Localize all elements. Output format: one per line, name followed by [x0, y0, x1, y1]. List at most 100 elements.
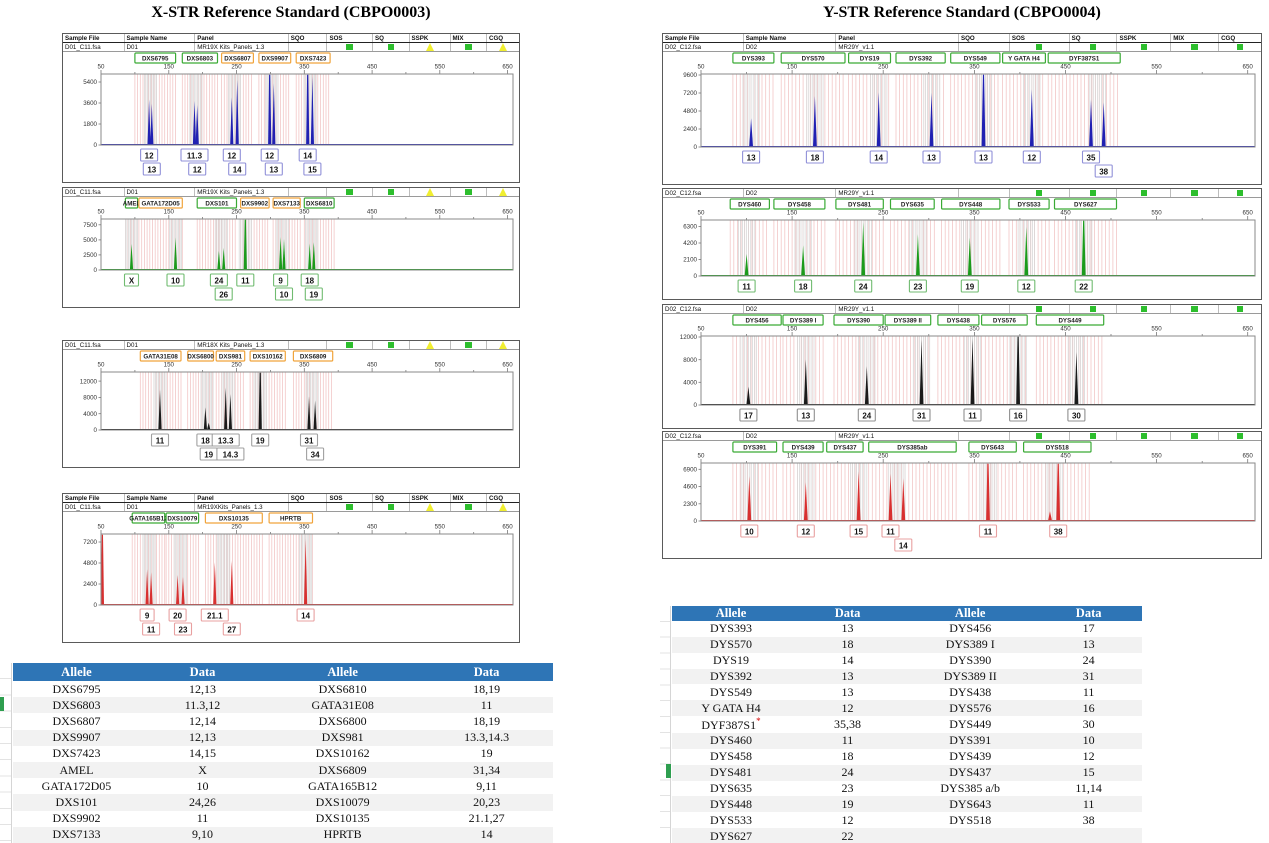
peaks	[129, 219, 316, 270]
allele-calls: 11 18 24 23 19 12 22	[737, 279, 1093, 293]
sample-cell: MR18X Kits_Panels_1.3	[195, 341, 289, 349]
chart-area: GATA165B12 DXS10079 DXS10135 HPRTB 50 150 250 3…	[63, 512, 519, 646]
marker-label	[1002, 52, 1047, 64]
svg-text:150: 150	[787, 210, 798, 217]
header-cell: SOS	[1010, 34, 1070, 42]
value-cell: 19	[789, 796, 906, 813]
status-green-square-icon	[1191, 189, 1198, 197]
chart-area: GATA31E08 DXS6800 DXS981 DXS10162 DXS6809 50 1…	[63, 350, 519, 471]
svg-text:650: 650	[502, 209, 513, 216]
quality-flag-cell	[410, 503, 451, 511]
svg-text:650: 650	[1243, 326, 1254, 333]
quality-flag-cell	[327, 43, 374, 51]
quality-flag-cell	[1171, 43, 1220, 51]
bin-lines	[139, 372, 332, 430]
svg-text:450: 450	[367, 64, 378, 71]
svg-text:6900: 6900	[683, 466, 697, 473]
svg-text:0: 0	[694, 273, 698, 280]
table-row: DXS9902 11 DXS10135 21.1,27	[13, 811, 553, 827]
plot-frame	[700, 462, 1256, 522]
svg-text:50: 50	[698, 453, 705, 460]
allele-label	[298, 148, 317, 162]
sample-cell: D01	[125, 341, 196, 349]
allele-label	[908, 279, 927, 293]
sample-row: D01_C11.fsa D01 MR19X Kits_Panels_1.3	[63, 188, 519, 197]
status-green-square-icon	[387, 341, 395, 349]
value-cell: 12	[841, 812, 854, 827]
y-axis: 12000 8000 4000 0	[680, 334, 701, 409]
allele-cell: DYS481	[672, 764, 790, 781]
svg-text:19: 19	[309, 290, 318, 299]
marker-label	[124, 197, 139, 209]
svg-text:150: 150	[787, 64, 798, 71]
svg-text:11: 11	[742, 282, 751, 291]
status-green-square-icon	[1089, 189, 1097, 197]
y-axis: 6300 4200 2100 0	[683, 224, 701, 280]
y-axis: 12000 8000 4000 0	[80, 378, 101, 434]
svg-text:DYS389 II: DYS389 II	[894, 317, 922, 324]
svg-text:4800: 4800	[83, 560, 97, 567]
value-cell: 17	[1082, 621, 1095, 636]
svg-text:150: 150	[164, 362, 175, 369]
header-cell: SSPK	[410, 34, 451, 42]
svg-text:150: 150	[164, 524, 175, 531]
quality-flag-cell	[451, 503, 487, 511]
svg-text:6300: 6300	[683, 224, 697, 231]
svg-text:550: 550	[1151, 326, 1162, 333]
table-row: DYS448 19 DYS643 11	[672, 796, 1142, 813]
sample-cell: D01	[125, 503, 196, 511]
electropherogram-chart: DYS393 DYS570 DYS19 DYS392 DYS549 Y GATA H4 DY…	[683, 52, 1256, 178]
svg-text:50: 50	[98, 362, 105, 369]
svg-text:450: 450	[367, 209, 378, 216]
sample-row: D02_C12.fsa D02 MR29Y_v1.1	[663, 305, 1261, 314]
svg-text:DXS7423: DXS7423	[300, 55, 327, 62]
svg-text:DYS635: DYS635	[901, 201, 925, 208]
header-cell: Sample Name	[125, 494, 196, 502]
header-cell: CGQ	[489, 34, 504, 42]
column-header: Data	[420, 663, 553, 681]
svg-text:12: 12	[227, 151, 236, 160]
x-axis: 50 150 250 350 450 550 650	[98, 362, 513, 372]
allele-label	[300, 273, 319, 287]
status-green-square-icon	[1089, 432, 1097, 440]
value-cell: 12	[789, 700, 906, 717]
sample-cell: D01	[125, 188, 196, 196]
status-green-square-icon	[1035, 432, 1043, 440]
allele-calls: 9 11 20 23 21.1 27 14	[139, 608, 315, 636]
value-cell: 9,11	[476, 778, 497, 793]
value-cell: 22	[789, 828, 906, 843]
svg-text:14: 14	[301, 611, 310, 620]
marker-label	[303, 197, 335, 209]
svg-text:14: 14	[303, 151, 312, 160]
svg-text:350: 350	[969, 326, 980, 333]
quality-flag-cell	[327, 188, 374, 196]
marker-label	[729, 198, 770, 210]
allele-calls: 12 13 11.3 12 12 14 12 13 14 15	[140, 148, 322, 176]
svg-text:450: 450	[1060, 210, 1071, 217]
electropherogram-chart: DYS456 DYS389 I DYS390 DYS389 II DYS438 DYS57…	[680, 314, 1256, 422]
value-cell: 10	[196, 778, 209, 793]
x-axis: 50 150 250 350 450 550 650	[98, 524, 513, 534]
header-cell: SOS	[327, 494, 374, 502]
svg-text:DYS643: DYS643	[981, 444, 1005, 451]
allele-cell: DYS391	[905, 733, 1036, 749]
header-cell: MIX	[1171, 34, 1220, 42]
svg-text:12: 12	[1027, 153, 1036, 162]
marker-label	[196, 197, 238, 209]
header-cell: Sample Name	[125, 34, 196, 42]
status-green-square-icon	[1140, 43, 1148, 51]
value-cell: 12	[1082, 749, 1095, 764]
svg-text:4000: 4000	[83, 411, 97, 418]
allele-cell: AMEL	[13, 761, 140, 779]
status-green-square-icon	[346, 341, 353, 349]
svg-text:23: 23	[913, 282, 922, 291]
marker-label	[835, 198, 884, 210]
svg-text:18: 18	[305, 276, 314, 285]
status-green-square-icon	[1140, 189, 1148, 197]
svg-text:DYS438: DYS438	[947, 317, 971, 324]
sample-cell: D02_C12.fsa	[663, 189, 744, 197]
quality-flag-cell	[1219, 305, 1261, 313]
quality-flag-cell	[1070, 305, 1118, 313]
allele-label	[140, 148, 159, 162]
svg-text:18: 18	[810, 153, 819, 162]
